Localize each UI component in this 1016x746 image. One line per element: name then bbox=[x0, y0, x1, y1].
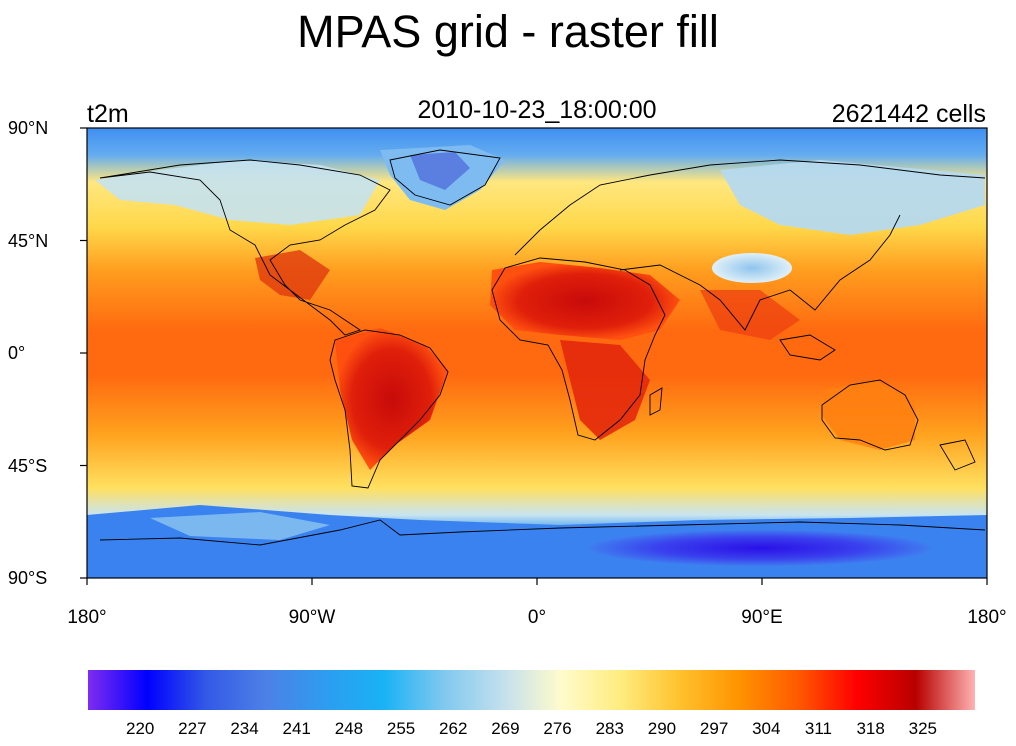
south-america-coast bbox=[329, 329, 449, 489]
y-tick-label: 0° bbox=[8, 343, 26, 363]
indonesia-coast bbox=[779, 334, 836, 361]
colorbar-label: 241 bbox=[282, 719, 311, 738]
colorbar-label: 234 bbox=[230, 719, 259, 738]
y-tick-marks bbox=[80, 127, 87, 579]
x-tick-label: 180° bbox=[67, 607, 107, 628]
y-tick-label: 90°S bbox=[8, 568, 48, 588]
antarctica-coast bbox=[99, 519, 986, 546]
x-tick-label: 90°W bbox=[288, 607, 336, 628]
tibet-cold bbox=[712, 253, 792, 283]
new-zealand-coast bbox=[939, 439, 976, 471]
australia-coast bbox=[821, 379, 919, 451]
colorbar-label: 290 bbox=[647, 719, 677, 738]
india-hot bbox=[700, 290, 800, 340]
temperature-field bbox=[87, 128, 987, 578]
eurasia-south-coast bbox=[619, 214, 901, 331]
y-tick-label: 45°S bbox=[8, 455, 48, 476]
north-america-cool bbox=[95, 160, 380, 225]
colorbar-label: 262 bbox=[439, 719, 468, 738]
south-america-hot bbox=[335, 328, 448, 470]
timestamp-label: 2010-10-23_18:00:00 bbox=[417, 96, 657, 124]
greenland-coast bbox=[389, 149, 501, 206]
y-tick-label: 45°N bbox=[8, 230, 49, 251]
colorbar-label: 304 bbox=[752, 719, 781, 738]
africa-coast bbox=[491, 257, 666, 441]
colorbar-label: 276 bbox=[543, 719, 572, 738]
plot-title: MPAS grid - raster fill bbox=[297, 6, 719, 57]
cell-count-label: 2621442 cells bbox=[831, 100, 986, 128]
australia-warm bbox=[822, 380, 915, 450]
eurasia-north-coast bbox=[514, 159, 986, 256]
madagascar-coast bbox=[649, 387, 663, 416]
greenland-core bbox=[410, 152, 470, 190]
colorbar-label: 325 bbox=[908, 719, 937, 738]
colorbar-label: 269 bbox=[491, 719, 520, 738]
x-tick-label: 90°E bbox=[741, 607, 783, 628]
colorbar-label: 227 bbox=[178, 719, 207, 738]
x-tick-marks bbox=[86, 578, 988, 585]
siberia-cool bbox=[720, 160, 985, 235]
variable-label: t2m bbox=[87, 100, 129, 128]
y-tick-label: 90°N bbox=[8, 118, 49, 138]
antarctic-plateau bbox=[590, 530, 930, 566]
colorbar bbox=[88, 670, 975, 710]
southern-ocean-ice bbox=[150, 512, 330, 540]
sahara-hot bbox=[490, 262, 680, 340]
north-america-hot bbox=[255, 250, 330, 300]
colorbar-label: 311 bbox=[804, 719, 833, 738]
x-tick-label: 180° bbox=[967, 607, 1007, 628]
southern-africa-hot bbox=[560, 340, 650, 440]
x-tick-label: 0° bbox=[527, 607, 547, 628]
colorbar-label: 255 bbox=[386, 719, 416, 738]
colorbar-label: 318 bbox=[856, 719, 885, 738]
colorbar-label: 248 bbox=[334, 719, 364, 738]
colorbar-label: 283 bbox=[595, 719, 624, 738]
north-america-coast bbox=[99, 159, 391, 336]
coastlines bbox=[99, 149, 986, 546]
colorbar-label: 220 bbox=[125, 719, 155, 738]
colorbar-label: 297 bbox=[699, 719, 729, 738]
